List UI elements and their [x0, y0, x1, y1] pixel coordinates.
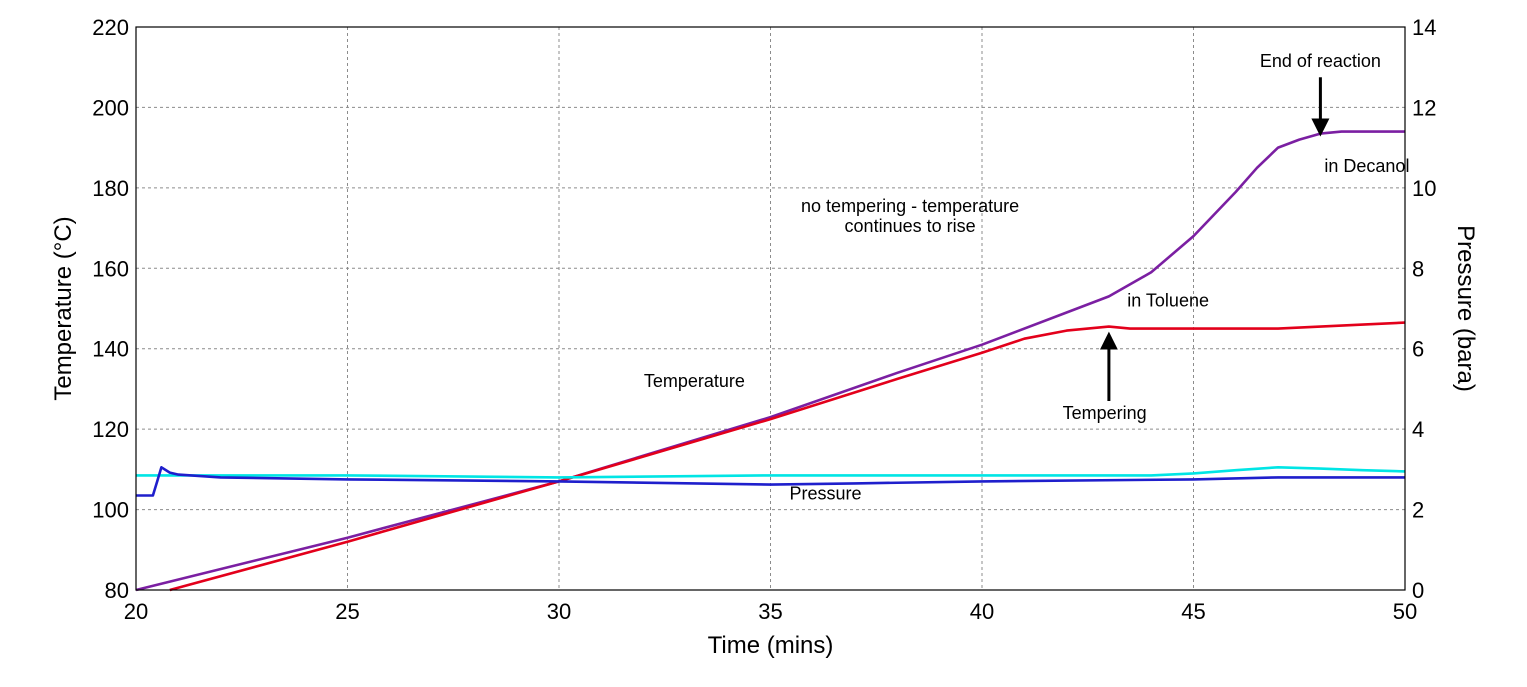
- x-tick-label: 20: [124, 599, 148, 624]
- series-line-temp_toluene: [169, 321, 1406, 592]
- annotations: End of reaction in Decanol no tempering - …: [644, 51, 1410, 503]
- y-tick-labels: 80 100 120 140 160 180 200 220: [92, 15, 129, 603]
- y-tick-label: 80: [105, 578, 129, 603]
- annotation-label: Pressure: [789, 484, 861, 504]
- x-tick-labels: 20 25 30 35 40 45 50: [124, 599, 1417, 624]
- series-lines: [135, 130, 1406, 592]
- x-tick-label: 50: [1393, 599, 1417, 624]
- annotation-label: continues to rise: [845, 216, 976, 236]
- y-tick-label: 200: [92, 95, 129, 120]
- y2-axis-title: Pressure (bara): [1452, 225, 1479, 392]
- y-tick-label: 220: [92, 15, 129, 40]
- y2-tick-label: 8: [1412, 256, 1424, 281]
- annotation-label: End of reaction: [1260, 51, 1381, 71]
- gridlines: [136, 27, 1405, 590]
- y2-tick-label: 12: [1412, 95, 1436, 120]
- y2-tick-label: 14: [1412, 15, 1436, 40]
- plot-frame: [135, 26, 1406, 591]
- y-tick-label: 180: [92, 176, 129, 201]
- x-tick-label: 30: [547, 599, 571, 624]
- annotation-label: in Decanol: [1324, 156, 1409, 176]
- annotation-label: Tempering: [1063, 403, 1147, 423]
- y-tick-label: 120: [92, 417, 129, 442]
- y2-tick-label: 4: [1412, 417, 1424, 442]
- annotation-label: no tempering - temperature: [801, 196, 1019, 216]
- y2-tick-label: 10: [1412, 176, 1436, 201]
- y2-tick-label: 6: [1412, 337, 1424, 362]
- x-tick-label: 35: [758, 599, 782, 624]
- y-axis-title: Temperature (°C): [50, 216, 77, 400]
- y2-tick-label: 2: [1412, 498, 1424, 523]
- x-tick-label: 25: [335, 599, 359, 624]
- x-tick-label: 40: [970, 599, 994, 624]
- series-line-pressure_1: [136, 466, 1406, 479]
- annotation-label: in Toluene: [1127, 290, 1209, 310]
- y-tick-label: 160: [92, 256, 129, 281]
- y2-tick-label: 0: [1412, 578, 1424, 603]
- x-tick-label: 45: [1181, 599, 1205, 624]
- y-tick-label: 100: [92, 498, 129, 523]
- y2-tick-labels: 0 2 4 6 8 10 12 14: [1412, 15, 1436, 603]
- annotation-label: Temperature: [644, 371, 745, 391]
- y-tick-label: 140: [92, 337, 129, 362]
- x-axis-title: Time (mins): [708, 632, 834, 659]
- annotation-arrows: [1099, 77, 1330, 401]
- series-line-pressure_2: [136, 466, 1405, 497]
